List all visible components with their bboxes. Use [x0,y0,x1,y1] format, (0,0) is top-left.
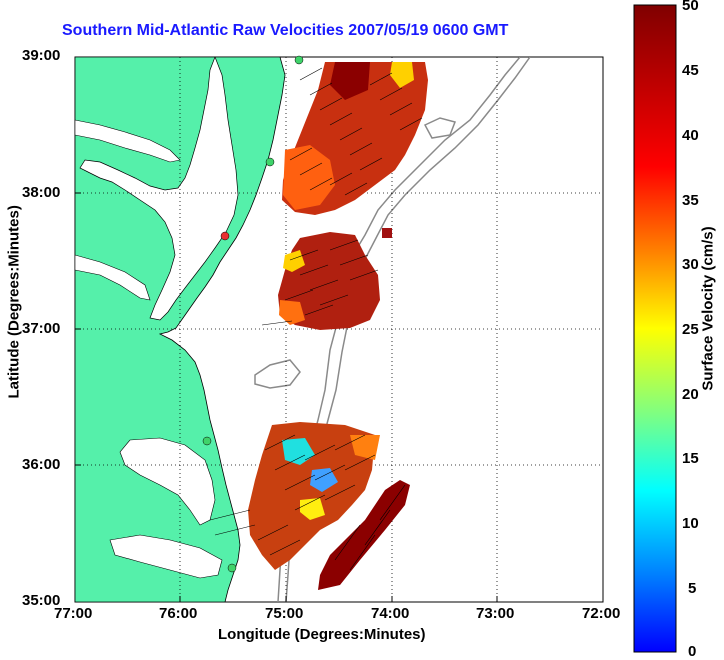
velocity-field-south [248,422,410,590]
grid-lines [75,57,603,602]
estuary-mid [75,254,151,301]
colorbar-tick-label: 30 [682,256,699,273]
station-marker [294,55,304,65]
map-title: Southern Mid-Atlantic Raw Velocities 200… [62,22,509,39]
velocity-field-north [282,62,428,215]
colorbar-tick-label: 10 [682,515,699,532]
colorbar-tick-label: 35 [682,192,699,209]
y-tick-label: 38:00 [22,184,61,201]
sound-south [119,437,216,526]
station-marker [265,157,275,167]
x-tick-label: 74:00 [371,605,410,622]
colorbar-tick-label: 5 [688,580,697,597]
colorbar [633,4,677,653]
estuary-north [75,119,181,163]
y-tick-label: 36:00 [22,456,61,473]
x-tick-label: 72:00 [582,605,621,622]
y-tick-label: 35:00 [22,592,61,609]
station-marker [227,563,237,573]
x-tick-label: 76:00 [159,605,198,622]
x-tick-label: 73:00 [476,605,515,622]
colorbar-label: Surface Velocity (cm/s) [699,226,717,391]
station-marker [220,231,230,241]
colorbar-tick-label: 50 [682,0,699,14]
velocity-vectors [209,67,423,571]
y-axis-label: Latitude (Degrees:Minutes) [5,205,23,399]
x-tick-label: 77:00 [54,605,93,622]
colorbar-tick-label: 25 [682,321,699,338]
sound-south-2 [109,534,223,579]
x-axis-label: Longitude (Degrees:Minutes) [218,626,426,643]
colorbar-tick-label: 20 [682,386,699,403]
colorbar-tick-label: 15 [682,450,699,467]
chesapeake-bay [79,57,239,321]
y-tick-label: 37:00 [22,320,61,337]
station-markers [202,55,304,573]
velocity-field-middle [278,228,392,330]
colorbar-tick-label: 0 [688,643,697,660]
colorbar-tick-label: 45 [682,62,699,79]
colorbar-tick-label: 40 [682,127,699,144]
x-tick-label: 75:00 [265,605,304,622]
y-tick-label: 39:00 [22,47,61,64]
axis-ticks [75,192,498,602]
station-marker [202,436,212,446]
